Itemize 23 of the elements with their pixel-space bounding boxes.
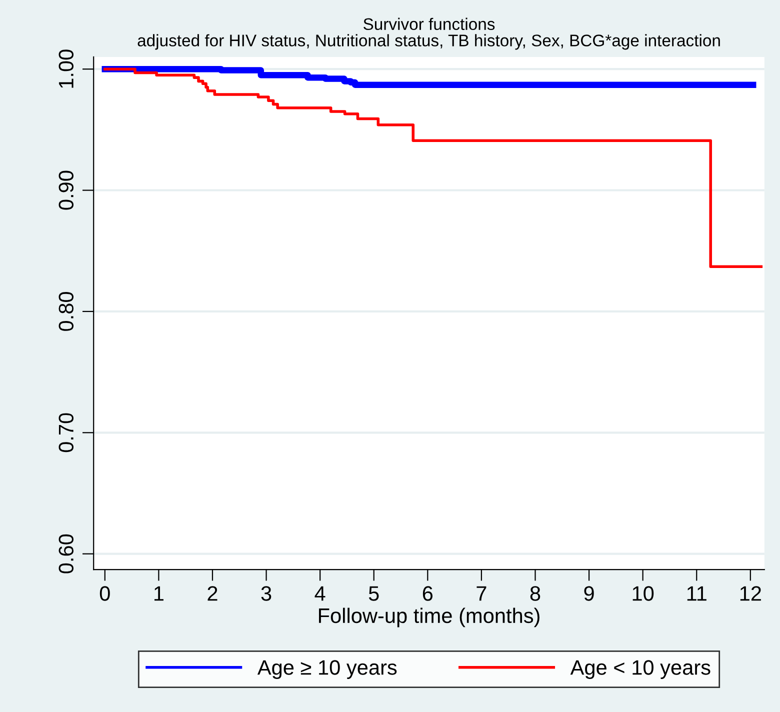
x-tick-label: 3 bbox=[261, 586, 272, 601]
y-tick-label: 0.80 bbox=[58, 292, 74, 331]
y-tick-label: 0.60 bbox=[58, 534, 74, 574]
x-tick-label: 12 bbox=[740, 586, 761, 601]
legend-label: Age < 10 years bbox=[570, 660, 710, 679]
x-tick-label: 6 bbox=[422, 586, 433, 601]
y-tick-label: 1.00 bbox=[58, 50, 74, 88]
x-tick-label: 1 bbox=[154, 586, 164, 601]
x-tick-label: 4 bbox=[314, 586, 326, 601]
legend-label: Age ≥ 10 years bbox=[257, 660, 397, 679]
x-tick-label: 2 bbox=[208, 586, 218, 601]
x-tick-label: 10 bbox=[632, 586, 654, 601]
chart-subtitle: adjusted for HIV status, Nutritional status, TB history, Sex, BCG*age interaction bbox=[138, 34, 720, 50]
x-tick-label: 7 bbox=[476, 586, 486, 601]
x-axis-title: Follow-up time (months) bbox=[318, 608, 540, 628]
chart-title: Survivor functions bbox=[364, 18, 495, 30]
y-tick-label: 0.70 bbox=[58, 413, 74, 452]
x-tick-label: 9 bbox=[584, 586, 594, 601]
x-tick-label: 8 bbox=[530, 586, 540, 601]
x-tick-label: 11 bbox=[687, 586, 706, 601]
x-tick-label: 5 bbox=[368, 586, 379, 601]
y-tick-label: 0.90 bbox=[58, 170, 74, 210]
x-tick-label: 0 bbox=[100, 586, 110, 601]
